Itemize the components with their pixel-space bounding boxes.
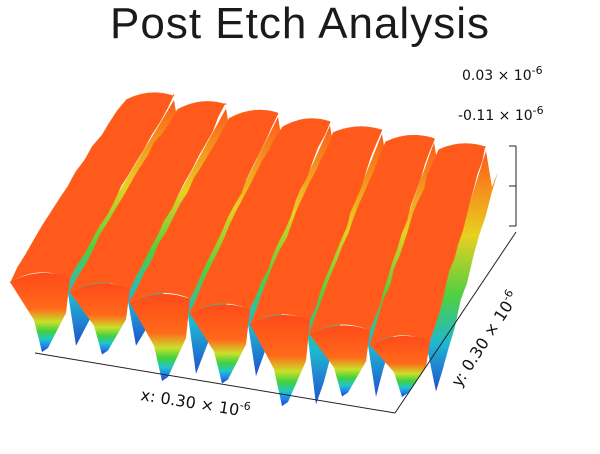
ridge-front-1 [10,272,70,352]
ridge-top-3 [129,109,279,304]
ridge-front-2 [70,283,130,355]
x-axis-line [34,352,396,414]
ridge-side-7 [426,151,498,392]
x-axis-label: x: 0.30 × 10-6 [139,383,251,421]
y-axis-line [394,231,517,414]
ridge-front-7 [370,335,430,397]
z-min-label: -0.11 × 10-6 [458,104,544,124]
surface-ridges [9,92,498,406]
ridge-top-4 [189,118,331,315]
ridge-front-4 [190,304,250,384]
ridge-front-5 [250,314,310,406]
chart-title: Post Etch Analysis [110,0,490,48]
ridge-top-6 [308,134,435,335]
z-max-label: 0.03 × 10-6 [462,64,543,84]
ridge-front-6 [310,325,370,397]
ridge-top-7 [369,143,487,346]
ridge-front-3 [130,293,190,381]
